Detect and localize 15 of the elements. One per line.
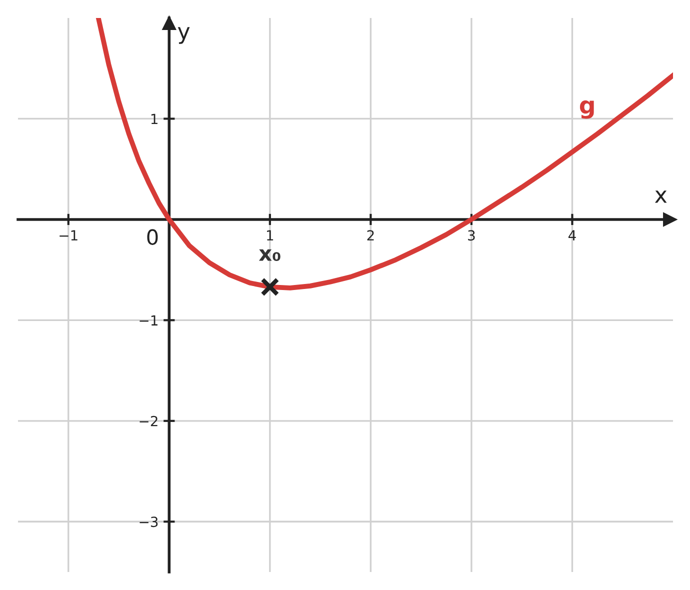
y-tick-label: −2 <box>140 416 158 426</box>
x-tick-label: 4 <box>568 230 576 240</box>
line-series <box>96 18 673 290</box>
annotation: x₀ <box>258 249 280 261</box>
annotation: 0 <box>147 229 158 245</box>
y-tick-label: −1 <box>140 315 158 326</box>
x-tick-label: 3 <box>468 230 475 241</box>
y-axis-title: y <box>178 27 190 44</box>
x-tick-label: 2 <box>367 230 374 240</box>
y-tick-label: 1 <box>151 114 158 124</box>
series-label: g <box>580 100 594 119</box>
x-tick-label: 1 <box>267 230 274 240</box>
x-tick-label: −1 <box>60 230 78 240</box>
y-tick-label: −3 <box>140 516 158 528</box>
x-axis-title: x <box>654 190 667 203</box>
